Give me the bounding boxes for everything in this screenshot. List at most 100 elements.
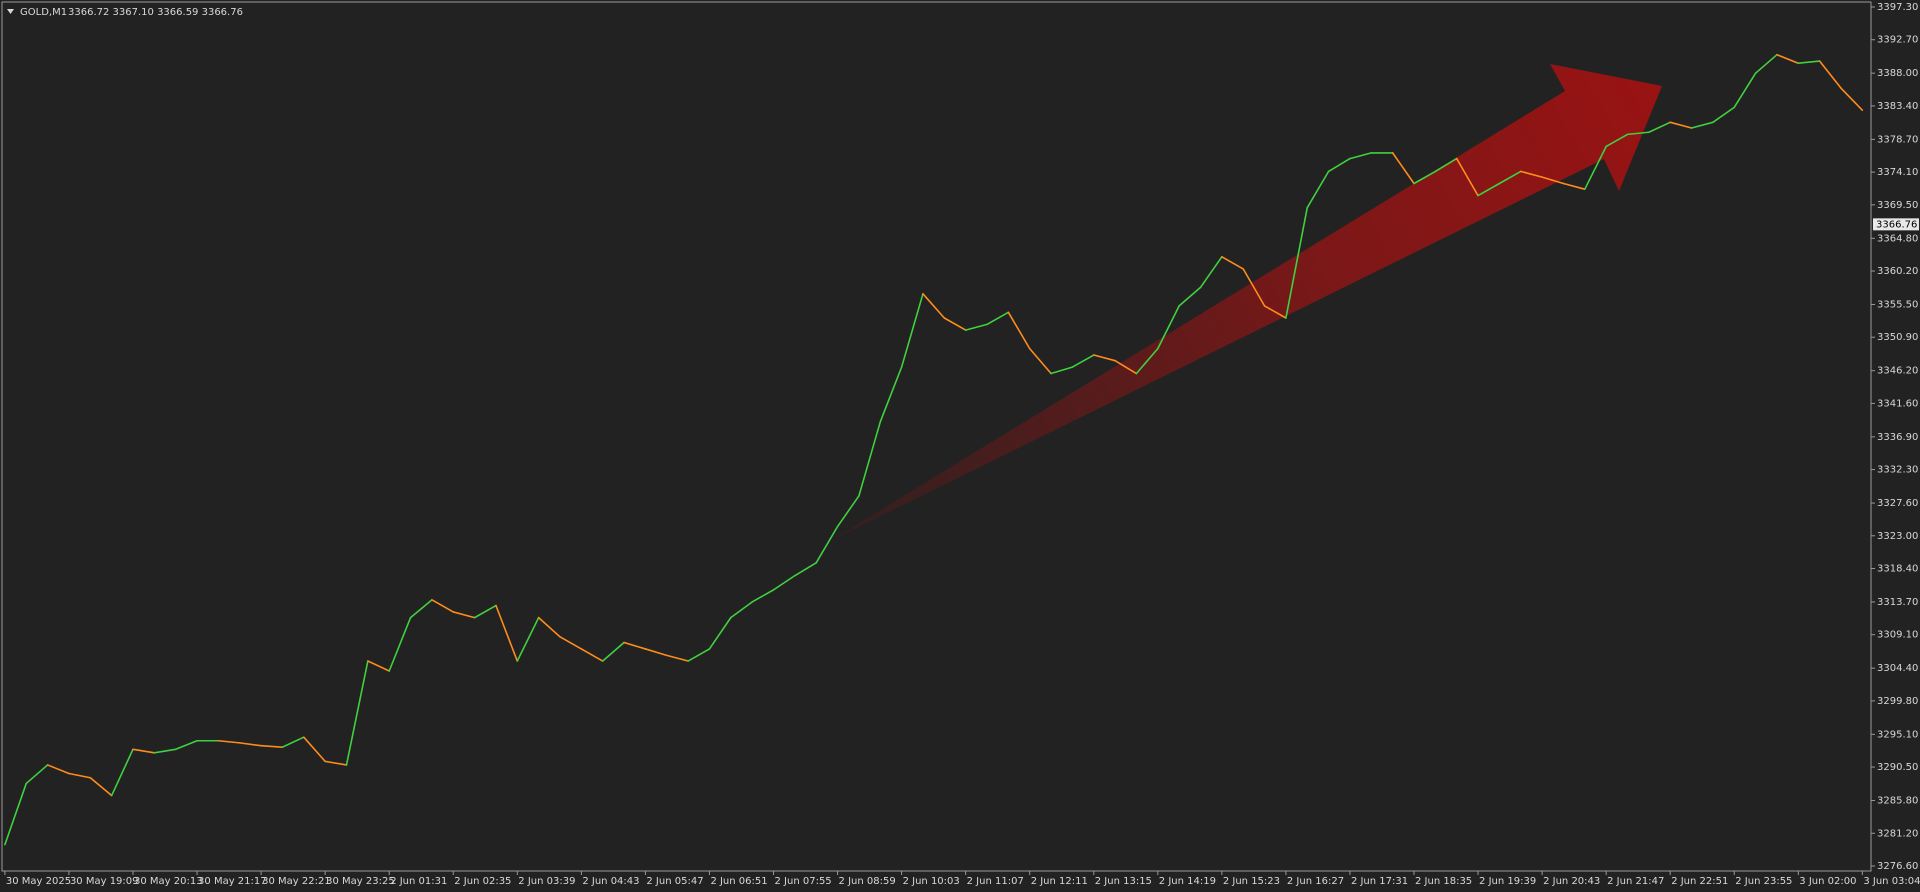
x-tick-label: 2 Jun 05:47 (646, 876, 703, 887)
y-tick-label: 3285.80 (1877, 796, 1918, 807)
price-segment (1306, 170, 1330, 209)
price-segment (729, 601, 753, 619)
y-tick-label: 3327.60 (1877, 498, 1918, 509)
price-segment (281, 736, 305, 748)
price-segment (858, 421, 882, 497)
x-tick-label: 2 Jun 15:23 (1223, 876, 1280, 887)
y-tick-label: 3323.00 (1877, 531, 1918, 542)
y-tick-label: 3360.20 (1877, 266, 1918, 277)
x-tick-label: 3 Jun 03:04 (1863, 876, 1920, 887)
price-segment (1648, 121, 1671, 134)
price-segment (409, 599, 433, 619)
price-marks (4, 53, 1864, 846)
x-tick-label: 3 Jun 02:00 (1799, 876, 1856, 887)
price-segment (943, 317, 967, 331)
price-segment (1519, 170, 1543, 178)
price-segment (922, 293, 946, 319)
price-segment (1754, 53, 1778, 74)
x-tick-label: 2 Jun 06:51 (710, 876, 767, 887)
x-tick-label: 2 Jun 18:35 (1415, 876, 1472, 887)
y-tick-label: 3392.70 (1877, 35, 1918, 46)
price-segment (580, 648, 604, 662)
y-tick-label: 3383.40 (1877, 101, 1918, 112)
price-segment (1157, 305, 1180, 350)
price-segment (1092, 354, 1116, 362)
x-tick-label: 2 Jun 13:15 (1095, 876, 1152, 887)
price-segment (153, 748, 177, 754)
x-tick-label: 2 Jun 20:43 (1543, 876, 1600, 887)
y-tick-label: 3374.10 (1877, 167, 1918, 178)
price-segment (1562, 182, 1586, 190)
price-segment (986, 311, 1010, 326)
price-segment (1349, 152, 1373, 160)
price-segment (1669, 121, 1693, 129)
price-segment (110, 748, 134, 797)
y-tick-label: 3332.30 (1877, 465, 1918, 476)
last-price-box (1873, 218, 1919, 231)
y-tick-label: 3276.60 (1877, 861, 1918, 872)
price-segment (68, 772, 92, 779)
y-tick-label: 3309.10 (1877, 630, 1918, 641)
price-segment (1776, 53, 1800, 65)
price-segment (772, 574, 796, 591)
x-tick-label: 30 May 19:09 (70, 876, 139, 887)
price-segment (388, 616, 412, 672)
y-tick-label: 3313.70 (1877, 597, 1918, 608)
quote: 3366.72 3367.10 3366.59 3366.76 (68, 7, 243, 18)
y-tick-label: 3355.50 (1877, 299, 1918, 310)
price-segment (302, 736, 326, 763)
y-tick-label: 3295.10 (1877, 729, 1918, 740)
x-tick-label: 2 Jun 12:11 (1031, 876, 1088, 887)
y-tick-label: 3318.40 (1877, 564, 1918, 575)
price-segment (559, 636, 583, 650)
y-tick-label: 3336.90 (1877, 432, 1918, 443)
price-segment (815, 525, 839, 564)
x-tick-label: 2 Jun 04:43 (582, 876, 639, 887)
price-segment (1712, 106, 1736, 124)
x-tick-label: 30 May 23:25 (326, 876, 395, 887)
x-tick-label: 30 May 22:21 (262, 876, 331, 887)
x-tick-label: 2 Jun 01:31 (390, 876, 447, 887)
price-segment (794, 562, 818, 577)
x-tick-label: 2 Jun 17:31 (1351, 876, 1408, 887)
price-segment (1477, 182, 1501, 197)
price-segment (1242, 268, 1266, 307)
price-segment (132, 748, 156, 754)
price-segment (1391, 152, 1415, 185)
price-segment (1071, 354, 1095, 368)
price-segment (879, 366, 903, 423)
price-segment (452, 611, 476, 619)
x-tick-label: 2 Jun 07:55 (775, 876, 832, 887)
y-tick-label: 3369.50 (1877, 200, 1918, 211)
price-segment (751, 589, 775, 603)
price-segment (1626, 131, 1650, 136)
y-tick-label: 3304.40 (1877, 663, 1918, 674)
x-tick-label: 2 Jun 11:07 (967, 876, 1024, 887)
price-segment (1690, 121, 1714, 129)
y-tick-label: 3341.60 (1877, 398, 1918, 409)
price-segment (516, 616, 540, 662)
x-tick-label: 30 May 20:13 (134, 876, 203, 887)
price-segment (431, 599, 455, 613)
price-segment (1028, 347, 1052, 375)
price-segment (324, 760, 348, 766)
price-segment (644, 648, 668, 657)
y-tick-label: 3350.90 (1877, 332, 1918, 343)
chart-title: GOLD,M1 (20, 7, 67, 18)
y-tick-label: 3378.70 (1877, 134, 1918, 145)
price-segment (1605, 133, 1629, 148)
x-tick-label: 2 Jun 21:47 (1607, 876, 1664, 887)
price-segment (1733, 72, 1757, 109)
price-segment (623, 641, 647, 650)
x-tick-label: 2 Jun 02:35 (454, 876, 511, 887)
price-segment (601, 641, 625, 662)
price-segment (1327, 157, 1351, 173)
trend-arrow (830, 64, 1662, 541)
menu-triangle (7, 9, 14, 14)
price-segment (238, 742, 262, 747)
price-segment (345, 660, 369, 766)
x-tick-label: 2 Jun 14:19 (1159, 876, 1216, 887)
y-tick-label: 3299.80 (1877, 696, 1918, 707)
